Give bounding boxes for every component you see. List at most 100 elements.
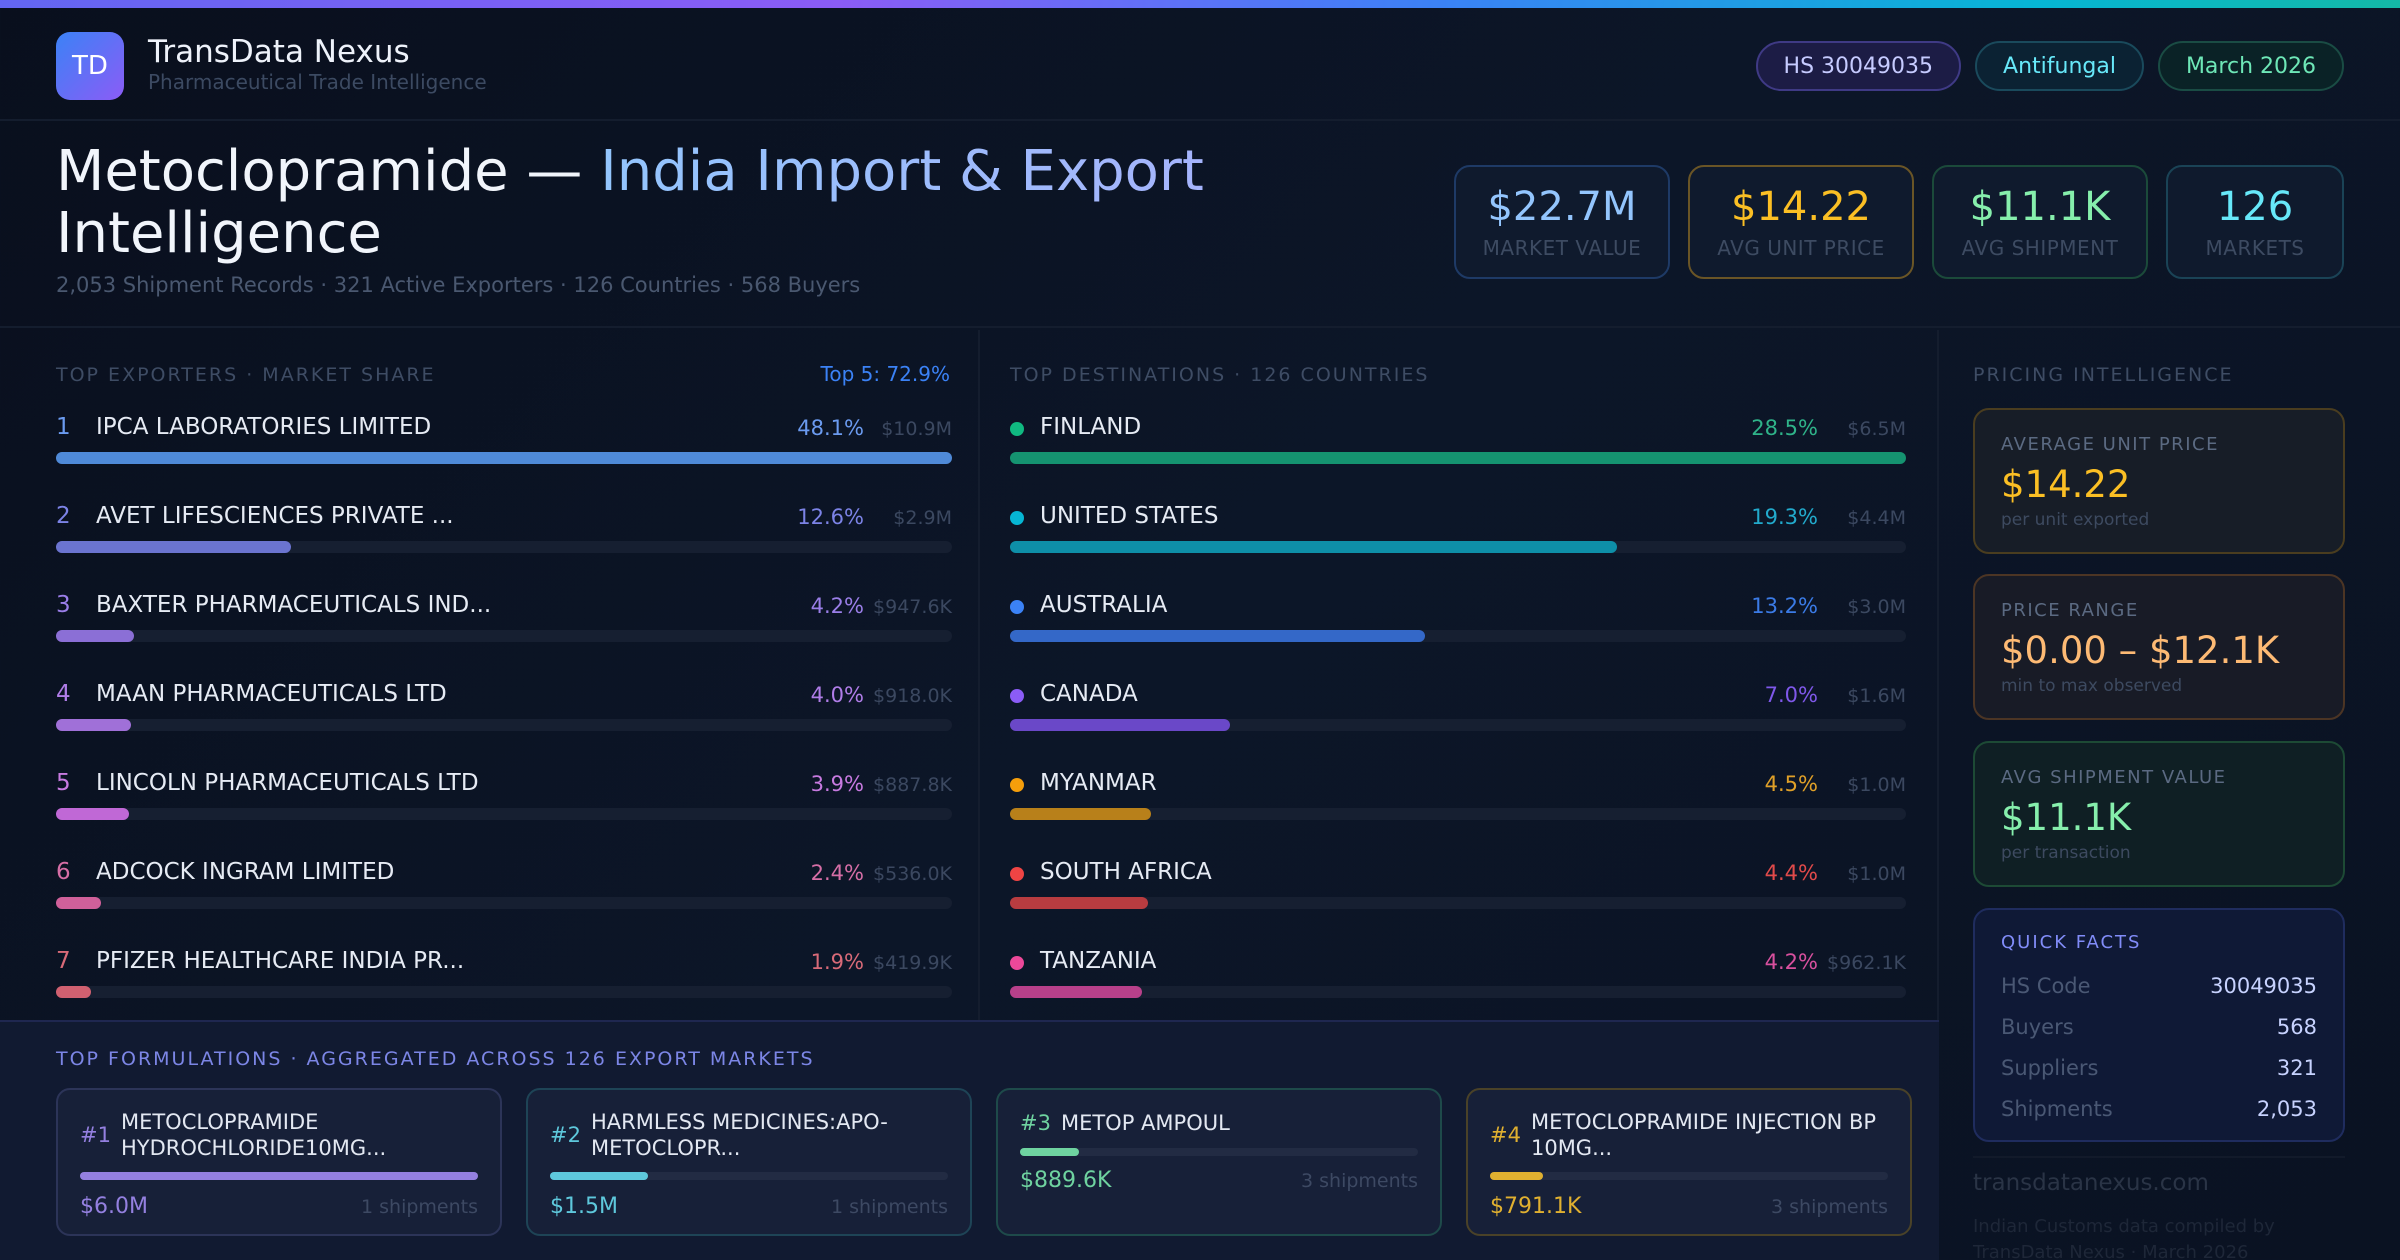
card-subtext: min to max observed bbox=[2001, 676, 2183, 696]
exporter-row[interactable]: 1 IPCA LABORATORIES LIMITED 48.1% $10.9M bbox=[56, 410, 952, 499]
share-bar-fill bbox=[56, 808, 129, 820]
exporter-row[interactable]: 3 BAXTER PHARMACEUTICALS IND... 4.2% $947.6… bbox=[56, 588, 952, 677]
card-label: AVG SHIPMENT VALUE bbox=[2001, 767, 2227, 788]
share-bar-track bbox=[56, 808, 952, 820]
country-value: $1.0M bbox=[1847, 863, 1906, 885]
avg-shipment-value-card[interactable]: AVG SHIPMENT VALUE $11.1K per transactio… bbox=[1973, 741, 2345, 887]
share-bar-track bbox=[1010, 452, 1906, 464]
formulations-title: TOP FORMULATIONS · AGGREGATED ACROSS 126… bbox=[56, 1048, 815, 1070]
share-bar-fill bbox=[1010, 630, 1425, 642]
share-bar-track bbox=[56, 897, 952, 909]
formulation-value: $791.1K bbox=[1490, 1194, 1582, 1219]
fact-key: Suppliers bbox=[2001, 1055, 2099, 1080]
kpi-markets[interactable]: 126 MARKETS bbox=[2166, 165, 2344, 279]
formulation-card[interactable]: #4 METOCLOPRAMIDE INJECTION BP 10MG... $… bbox=[1466, 1088, 1912, 1236]
price-range-card[interactable]: PRICE RANGE $0.00 – $12.1K min to max ob… bbox=[1973, 574, 2345, 720]
page-title: Metoclopramide — India Import & Export I… bbox=[56, 141, 1276, 265]
quick-fact-row: HS Code 30049035 bbox=[2001, 965, 2317, 1006]
formulation-card[interactable]: #1 METOCLOPRAMIDE HYDROCHLORIDE10MG... $… bbox=[56, 1088, 502, 1236]
share-bar-fill bbox=[56, 541, 291, 553]
kpi-label: AVG UNIT PRICE bbox=[1717, 236, 1885, 260]
card-label: PRICE RANGE bbox=[2001, 600, 2139, 621]
formulation-bar-fill bbox=[1020, 1148, 1079, 1156]
kpi-cards: $22.7M MARKET VALUE $14.22 AVG UNIT PRIC… bbox=[1454, 165, 2344, 279]
formulation-rank: #1 bbox=[80, 1123, 111, 1147]
formulation-name: METOCLOPRAMIDE INJECTION BP 10MG... bbox=[1530, 1110, 1877, 1160]
card-subtext: per unit exported bbox=[2001, 510, 2150, 530]
kpi-market-value[interactable]: $22.7M MARKET VALUE bbox=[1454, 165, 1670, 279]
share-bar-fill bbox=[56, 630, 135, 642]
avg-unit-price-card[interactable]: AVERAGE UNIT PRICE $14.22 per unit expor… bbox=[1973, 408, 2345, 554]
formulation-bar-track bbox=[1020, 1148, 1418, 1156]
exporter-row[interactable]: 2 AVET LIFESCIENCES PRIVATE ... 12.6% $2.9M bbox=[56, 499, 952, 588]
exporter-rank: 5 bbox=[56, 770, 71, 796]
country-value: $3.0M bbox=[1847, 596, 1906, 618]
fact-value: 568 bbox=[2276, 1014, 2317, 1039]
exporter-share: 48.1% bbox=[797, 416, 864, 440]
fact-key: Buyers bbox=[2001, 1014, 2074, 1039]
formulation-card[interactable]: #2 HARMLESS MEDICINES:APO-METOCLOPR... $… bbox=[526, 1088, 972, 1236]
brand-name[interactable]: TransData Nexus bbox=[148, 34, 410, 70]
destinations-list: FINLAND 28.5% $6.5M UNITED STATES 19.3% $4.4M… bbox=[1010, 410, 1906, 1033]
page-subtitle: 2,053 Shipment Records · 321 Active Expo… bbox=[56, 273, 861, 297]
kpi-avg-unit-price[interactable]: $14.22 AVG UNIT PRICE bbox=[1688, 165, 1914, 279]
share-bar-fill bbox=[56, 452, 952, 464]
destination-row[interactable]: FINLAND 28.5% $6.5M bbox=[1010, 410, 1906, 499]
exporter-row[interactable]: 7 PFIZER HEALTHCARE INDIA PR... 1.9% $419.9… bbox=[56, 944, 952, 1033]
country-share: 19.3% bbox=[1751, 505, 1818, 529]
exporter-name: LINCOLN PHARMACEUTICALS LTD bbox=[96, 770, 479, 796]
top-exporters-panel: TOP EXPORTERS · MARKET SHARE Top 5: 72.9… bbox=[0, 330, 980, 1020]
category-badge[interactable]: Antifungal bbox=[1975, 41, 2144, 91]
exporter-value: $536.0K bbox=[873, 863, 952, 885]
destination-row[interactable]: AUSTRALIA 13.2% $3.0M bbox=[1010, 588, 1906, 677]
exporter-name: ADCOCK INGRAM LIMITED bbox=[96, 859, 395, 885]
formulation-name: METOP AMPOUL bbox=[1060, 1111, 1230, 1135]
formulation-card[interactable]: #3 METOP AMPOUL $889.6K 3 shipments bbox=[996, 1088, 1442, 1236]
country-value: $4.4M bbox=[1847, 507, 1906, 529]
share-bar-track bbox=[1010, 808, 1906, 820]
period-badge[interactable]: March 2026 bbox=[2157, 41, 2344, 91]
destination-row[interactable]: CANADA 7.0% $1.6M bbox=[1010, 677, 1906, 766]
quick-fact-row: Buyers 568 bbox=[2001, 1006, 2317, 1047]
share-bar-fill bbox=[1010, 452, 1906, 464]
country-share: 4.4% bbox=[1764, 861, 1818, 885]
kpi-label: MARKET VALUE bbox=[1482, 236, 1642, 260]
footer-site-link[interactable]: transdatanexus.com bbox=[1973, 1170, 2209, 1196]
country-dot-icon bbox=[1010, 600, 1024, 614]
kpi-avg-shipment[interactable]: $11.1K AVG SHIPMENT bbox=[1932, 165, 2148, 279]
app-header: TD TransData Nexus Pharmaceutical Trade … bbox=[0, 8, 2400, 121]
exporter-value: $2.9M bbox=[893, 507, 952, 529]
destination-row[interactable]: TANZANIA 4.2% $962.1K bbox=[1010, 944, 1906, 1033]
exporter-row[interactable]: 5 LINCOLN PHARMACEUTICALS LTD 3.9% $887.8K bbox=[56, 766, 952, 855]
share-bar-track bbox=[56, 719, 952, 731]
destination-row[interactable]: UNITED STATES 19.3% $4.4M bbox=[1010, 499, 1906, 588]
destination-row[interactable]: MYANMAR 4.5% $1.0M bbox=[1010, 766, 1906, 855]
top-destinations-panel: TOP DESTINATIONS · 126 COUNTRIES FINLAND… bbox=[982, 330, 1939, 1020]
top-formulations-section: TOP FORMULATIONS · AGGREGATED ACROSS 126… bbox=[0, 1020, 1939, 1260]
share-bar-fill bbox=[56, 986, 92, 998]
share-bar-track bbox=[1010, 986, 1906, 998]
destination-row[interactable]: SOUTH AFRICA 4.4% $1.0M bbox=[1010, 855, 1906, 944]
exporter-value: $419.9K bbox=[873, 952, 952, 974]
share-bar-fill bbox=[56, 719, 131, 731]
exporter-row[interactable]: 6 ADCOCK INGRAM LIMITED 2.4% $536.0K bbox=[56, 855, 952, 944]
country-dot-icon bbox=[1010, 956, 1024, 970]
formulation-value: $6.0M bbox=[80, 1194, 148, 1219]
exporters-top5-summary: Top 5: 72.9% bbox=[820, 362, 950, 386]
share-bar-fill bbox=[1010, 541, 1617, 553]
pricing-title: PRICING INTELLIGENCE bbox=[1973, 364, 2234, 386]
exporter-rank: 1 bbox=[56, 414, 71, 440]
title-main: Metoclopramide — bbox=[56, 139, 601, 204]
card-value: $14.22 bbox=[2001, 463, 2131, 506]
kpi-label: AVG SHIPMENT bbox=[1961, 236, 2119, 260]
share-bar-track bbox=[1010, 897, 1906, 909]
kpi-value: $14.22 bbox=[1731, 184, 1871, 230]
share-bar-track bbox=[1010, 719, 1906, 731]
exporter-rank: 6 bbox=[56, 859, 71, 885]
brand-logo[interactable]: TD bbox=[56, 32, 124, 100]
exporter-row[interactable]: 4 MAAN PHARMACEUTICALS LTD 4.0% $918.0K bbox=[56, 677, 952, 766]
quick-fact-row: Suppliers 321 bbox=[2001, 1047, 2317, 1088]
country-share: 28.5% bbox=[1751, 416, 1818, 440]
formulation-cards: #1 METOCLOPRAMIDE HYDROCHLORIDE10MG... $… bbox=[56, 1088, 1912, 1236]
hs-code-badge[interactable]: HS 30049035 bbox=[1755, 41, 1962, 91]
